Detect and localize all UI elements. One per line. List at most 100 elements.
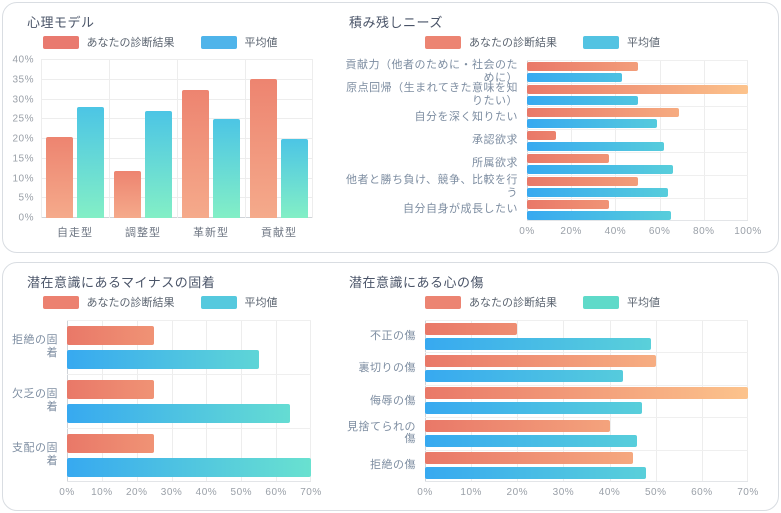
category-label: 所属欲求: [472, 157, 518, 170]
result-bar: [527, 199, 609, 209]
bar-group: [527, 60, 748, 83]
bar-gradient-fill: [425, 322, 518, 335]
result-bar: [527, 107, 680, 117]
bar-group: [425, 352, 748, 384]
average-bar: [145, 111, 172, 218]
category-label: 侮辱の傷: [370, 394, 416, 407]
bar-groups: [41, 60, 313, 218]
chart-heart-wounds: 潜在意識にある心の傷 あなたの診断結果 平均値 不正の傷 裏切りの傷 侮辱の傷 見捨てら…: [321, 263, 778, 510]
legend-item-average[interactable]: 平均値: [200, 34, 278, 50]
average-bar: [425, 467, 647, 480]
plot-area: 貢献力（他者のために・社会のために） 原点回帰（生まれてきた意味を知りたい） 自分を…: [337, 59, 748, 221]
category-label: 原点回帰（生まれてきた意味を知りたい）: [346, 81, 518, 107]
result-bar: [527, 130, 556, 140]
bar-gradient-fill: [425, 434, 638, 447]
gridline: [425, 449, 748, 451]
category-labels: 貢献力（他者のために・社会のために） 原点回帰（生まれてきた意味を知りたい） 自分を…: [337, 59, 527, 221]
axis-spacer: [337, 482, 425, 502]
plot-grid: [41, 59, 313, 218]
plot-grid: [425, 320, 748, 482]
bar-gradient-fill: [527, 187, 669, 197]
legend-label: 平均値: [244, 297, 278, 309]
x-tick-label: 40%: [195, 487, 218, 498]
gridline: [425, 481, 748, 482]
gridline: [527, 60, 748, 61]
y-tick-label: 40%: [12, 54, 34, 66]
bar-group: [527, 106, 748, 129]
bar-gradient-fill: [425, 452, 633, 465]
x-axis-categories: 自走型 調整型 革新型 貢献型: [41, 218, 313, 240]
gridline: [655, 320, 657, 482]
x-axis-row: 0% 20% 40% 60% 80% 100%: [337, 221, 761, 241]
category-label: 欠乏の固着: [12, 388, 58, 413]
gridline: [41, 60, 42, 218]
category-label: 承認欲求: [472, 134, 518, 147]
legend-item-result[interactable]: あなたの診断結果: [425, 34, 557, 50]
category-label: 不正の傷: [370, 329, 416, 342]
category-label: 調整型: [125, 227, 161, 239]
result-bar: [182, 90, 209, 218]
x-tick-label: 0%: [59, 487, 75, 498]
x-tick-label: 20%: [506, 487, 529, 498]
bar-gradient-fill: [425, 370, 624, 383]
average-bar: [527, 210, 671, 220]
category-label: 自分を深く知りたい: [414, 111, 518, 124]
bar-gradient-fill: [527, 61, 638, 71]
gridline: [276, 320, 278, 482]
gridline: [425, 320, 426, 482]
bar-gradient-fill: [527, 176, 638, 186]
gridline: [517, 320, 519, 482]
legend-item-average[interactable]: 平均値: [583, 294, 660, 310]
average-bar: [527, 187, 669, 197]
bar-gradient-fill: [527, 210, 671, 220]
x-tick-label: 40%: [598, 487, 621, 498]
average-bar: [67, 457, 311, 477]
legend-swatch: [42, 35, 79, 49]
category-label: 貢献型: [261, 227, 297, 239]
average-bar: [425, 337, 652, 350]
x-tick-label: 0%: [417, 487, 433, 498]
bar-gradient-fill: [67, 379, 155, 399]
legend-item-average[interactable]: 平均値: [200, 294, 278, 310]
legend-item-result[interactable]: あなたの診断結果: [42, 294, 175, 310]
gridline: [527, 60, 528, 221]
legend-item-average[interactable]: 平均値: [583, 34, 660, 50]
gridline: [527, 129, 748, 130]
legend-label: 平均値: [627, 297, 660, 309]
bar-gradient-fill: [67, 433, 155, 453]
legend-swatch: [200, 35, 237, 49]
legend: あなたの診断結果 平均値: [337, 32, 748, 52]
average-bar: [527, 118, 658, 128]
result-bar: [425, 387, 748, 400]
bar-group: [245, 60, 313, 218]
category-label: 裏切りの傷: [358, 362, 416, 375]
bar-gradient-fill: [425, 387, 748, 400]
result-bar: [425, 452, 633, 465]
gridline: [67, 373, 311, 375]
legend-item-result[interactable]: あなたの診断結果: [42, 34, 175, 50]
x-tick-label: 80%: [693, 226, 715, 237]
bar-gradient-fill: [527, 199, 609, 209]
bar-group: [67, 428, 311, 482]
x-tick-label: 70%: [300, 487, 322, 498]
legend-swatch: [425, 35, 461, 49]
category-label: 自走型: [57, 227, 93, 239]
bar-gradient-fill: [527, 72, 623, 82]
x-tick-label: 0%: [519, 226, 535, 237]
gridline: [67, 320, 311, 321]
average-bar: [425, 434, 638, 447]
category-label: 見捨てられの傷: [347, 420, 416, 446]
chart-title: 積み残しニーズ: [349, 15, 443, 30]
chart-title: 心理モデル: [27, 15, 95, 30]
gridline: [527, 105, 748, 107]
gridline: [101, 320, 103, 482]
y-tick-label: 35%: [12, 74, 34, 86]
legend-item-result[interactable]: あなたの診断結果: [425, 294, 557, 310]
bar-gradient-fill: [425, 337, 652, 350]
x-tick-label: 10%: [91, 487, 113, 498]
bar-group: [67, 320, 311, 374]
gridline: [312, 60, 313, 218]
plot-area: 0% 5% 10% 15% 20% 25% 30% 35% 40%: [7, 55, 313, 224]
legend-label: あなたの診断結果: [469, 297, 557, 309]
result-bar: [527, 176, 638, 186]
